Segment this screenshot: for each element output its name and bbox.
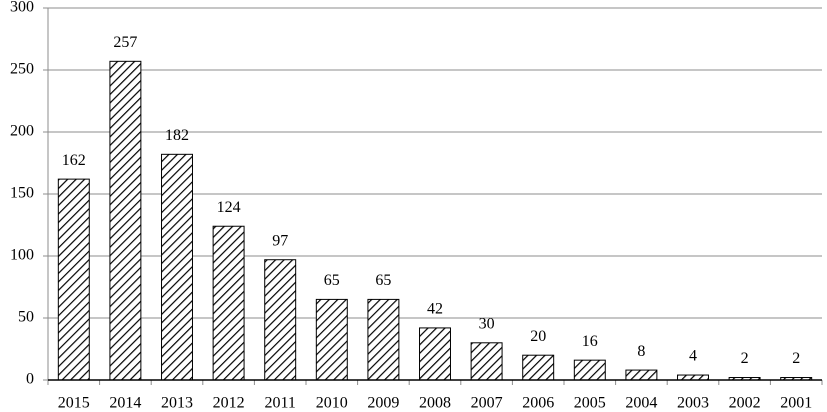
data-label: 182: [165, 127, 189, 144]
x-tick-label: 2006: [522, 395, 554, 412]
y-tick-label: 150: [10, 185, 34, 202]
x-tick-label: 2012: [213, 395, 245, 412]
y-tick-label: 0: [26, 371, 34, 388]
data-label: 65: [375, 272, 391, 289]
data-label: 16: [582, 333, 598, 350]
data-label: 42: [427, 301, 443, 318]
x-tick-label: 2007: [471, 395, 503, 412]
data-label: 8: [637, 343, 645, 360]
x-tick-label: 2015: [58, 395, 90, 412]
bar: [109, 60, 142, 381]
y-tick-label: 100: [10, 247, 34, 264]
y-tick-label: 300: [10, 0, 34, 16]
bar: [573, 359, 606, 381]
bar: [367, 298, 400, 381]
y-tick-label: 50: [18, 309, 34, 326]
y-tick-label: 250: [10, 61, 34, 78]
bar: [419, 327, 451, 381]
x-tick-label: 2001: [780, 395, 812, 412]
x-tick-label: 2008: [419, 395, 451, 412]
bar: [470, 342, 503, 381]
x-tick-label: 2010: [316, 395, 348, 412]
data-label: 4: [689, 348, 697, 365]
x-tick-label: 2005: [574, 395, 606, 412]
data-label: 30: [479, 315, 495, 332]
x-tick-label: 2002: [729, 395, 761, 412]
data-label: 124: [217, 199, 241, 216]
y-tick-label: 200: [10, 123, 34, 140]
data-label: 97: [272, 232, 288, 249]
bar: [161, 153, 193, 381]
data-label: 257: [113, 34, 137, 51]
bar: [57, 178, 90, 381]
data-label: 162: [62, 152, 86, 169]
x-tick-label: 2013: [161, 395, 193, 412]
bar: [625, 369, 658, 381]
bar: [315, 298, 348, 381]
data-label: 65: [324, 272, 340, 289]
data-label: 20: [530, 328, 546, 345]
x-tick-label: 2011: [264, 395, 295, 412]
data-label: 2: [792, 350, 800, 367]
x-tick-label: 2003: [677, 395, 709, 412]
x-tick-label: 2014: [109, 395, 141, 412]
x-tick-label: 2009: [367, 395, 399, 412]
data-label: 2: [741, 350, 749, 367]
x-tick-label: 2004: [625, 395, 657, 412]
bar: [522, 354, 555, 381]
bar: [264, 259, 297, 381]
bar: [212, 225, 245, 381]
